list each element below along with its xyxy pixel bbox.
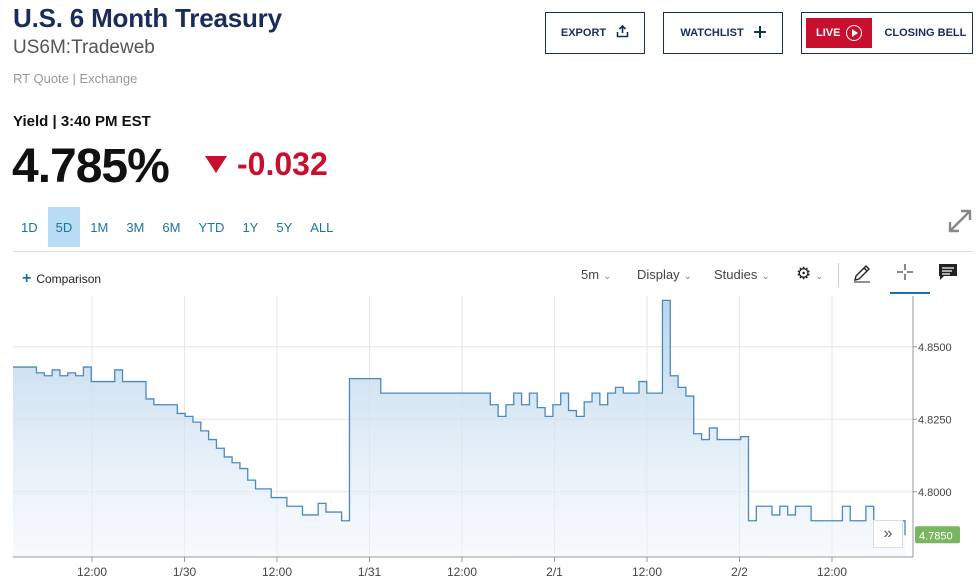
studies-label: Studies — [714, 267, 758, 282]
x-tick-label: 12:00 — [77, 565, 107, 579]
comparison-label: Comparison — [36, 272, 102, 286]
studies-dropdown[interactable]: Studies ⌄ — [714, 267, 770, 282]
x-tick-label: 2/1 — [546, 565, 563, 579]
range-all[interactable]: ALL — [310, 219, 334, 235]
y-tick-label: 4.8250 — [918, 414, 952, 426]
watchlist-label: WATCHLIST — [680, 27, 744, 39]
live-badge: LIVE — [806, 18, 873, 48]
x-tick-label: 1/31 — [358, 565, 382, 579]
range-1d[interactable]: 1D — [21, 219, 38, 235]
range-ytd[interactable]: YTD — [198, 219, 225, 235]
price-change: -0.032 — [237, 146, 328, 182]
range-5y[interactable]: 5Y — [276, 219, 293, 235]
crosshair-icon — [896, 264, 914, 284]
comment-icon — [938, 264, 958, 284]
range-selector: 1D 5D 1M 3M 6M YTD 1Y 5Y ALL — [13, 207, 343, 247]
x-tick-label: 12:00 — [817, 565, 847, 579]
interval-label: 5m — [581, 267, 600, 282]
draw-tool-button[interactable] — [852, 263, 872, 286]
range-5d[interactable]: 5D — [47, 207, 81, 247]
active-tool-indicator — [890, 292, 930, 294]
x-tick-label: 2/2 — [731, 565, 748, 579]
interval-dropdown[interactable]: 5m ⌄ — [581, 267, 611, 282]
y-tick-label: 4.8000 — [918, 487, 952, 499]
range-6m[interactable]: 6M — [162, 219, 181, 235]
scroll-forward-button[interactable]: » — [873, 520, 903, 548]
x-tick-label: 1/30 — [173, 565, 197, 579]
gear-icon: ⚙ — [796, 264, 812, 283]
plus-icon — [753, 25, 766, 41]
x-tick-label: 12:00 — [447, 565, 477, 579]
share-icon — [616, 24, 629, 41]
pencil-icon — [852, 265, 872, 286]
last-value-label: 4.7850 — [919, 530, 953, 542]
live-label: LIVE — [816, 27, 841, 39]
toolbar-divider — [838, 263, 839, 287]
comparison-button[interactable]: + Comparison — [22, 270, 101, 288]
x-tick-label: 12:00 — [632, 565, 662, 579]
range-1m[interactable]: 1M — [90, 219, 109, 235]
chevron-down-icon: ⌄ — [761, 271, 770, 282]
yield-timestamp: Yield | 3:40 PM EST — [13, 113, 151, 130]
annotation-tool-button[interactable] — [938, 263, 958, 284]
display-label: Display — [637, 267, 680, 282]
quote-source: RT Quote | Exchange — [13, 71, 138, 86]
page-title: U.S. 6 Month Treasury — [13, 3, 282, 33]
export-button[interactable]: EXPORT — [545, 12, 645, 54]
y-tick-label: 4.8500 — [918, 342, 952, 354]
display-dropdown[interactable]: Display ⌄ — [637, 267, 692, 282]
yield-chart[interactable]: 12:00 1/30 12:00 1/31 12:00 2/1 12:00 2/2 12:00 … — [0, 296, 976, 581]
double-chevron-right-icon: » — [883, 525, 893, 542]
divider — [13, 251, 973, 252]
last-price: 4.785% — [12, 140, 170, 193]
chevron-down-icon: ⌄ — [603, 271, 612, 282]
range-1y[interactable]: 1Y — [242, 219, 259, 235]
series-line — [13, 299, 906, 536]
chevron-down-icon: ⌄ — [683, 271, 693, 282]
chevron-down-icon: ⌄ — [815, 271, 824, 282]
down-arrow-icon — [205, 156, 227, 173]
area-fill — [13, 300, 905, 557]
x-tick-label: 12:00 — [262, 565, 292, 579]
play-icon — [846, 25, 863, 41]
plus-icon: + — [22, 270, 32, 287]
live-closing-bell-button[interactable]: LIVE CLOSING BELL — [801, 12, 973, 54]
last-value-badge — [915, 526, 960, 544]
export-label: EXPORT — [560, 27, 607, 39]
expand-icon[interactable] — [946, 207, 974, 235]
crosshair-tool-button[interactable] — [896, 263, 914, 284]
symbol-label: US6M:Tradeweb — [13, 37, 155, 58]
closing-bell-label: CLOSING BELL — [884, 27, 967, 39]
range-3m[interactable]: 3M — [126, 219, 145, 235]
settings-dropdown[interactable]: ⚙ ⌄ — [796, 264, 824, 284]
watchlist-button[interactable]: WATCHLIST — [663, 12, 783, 54]
